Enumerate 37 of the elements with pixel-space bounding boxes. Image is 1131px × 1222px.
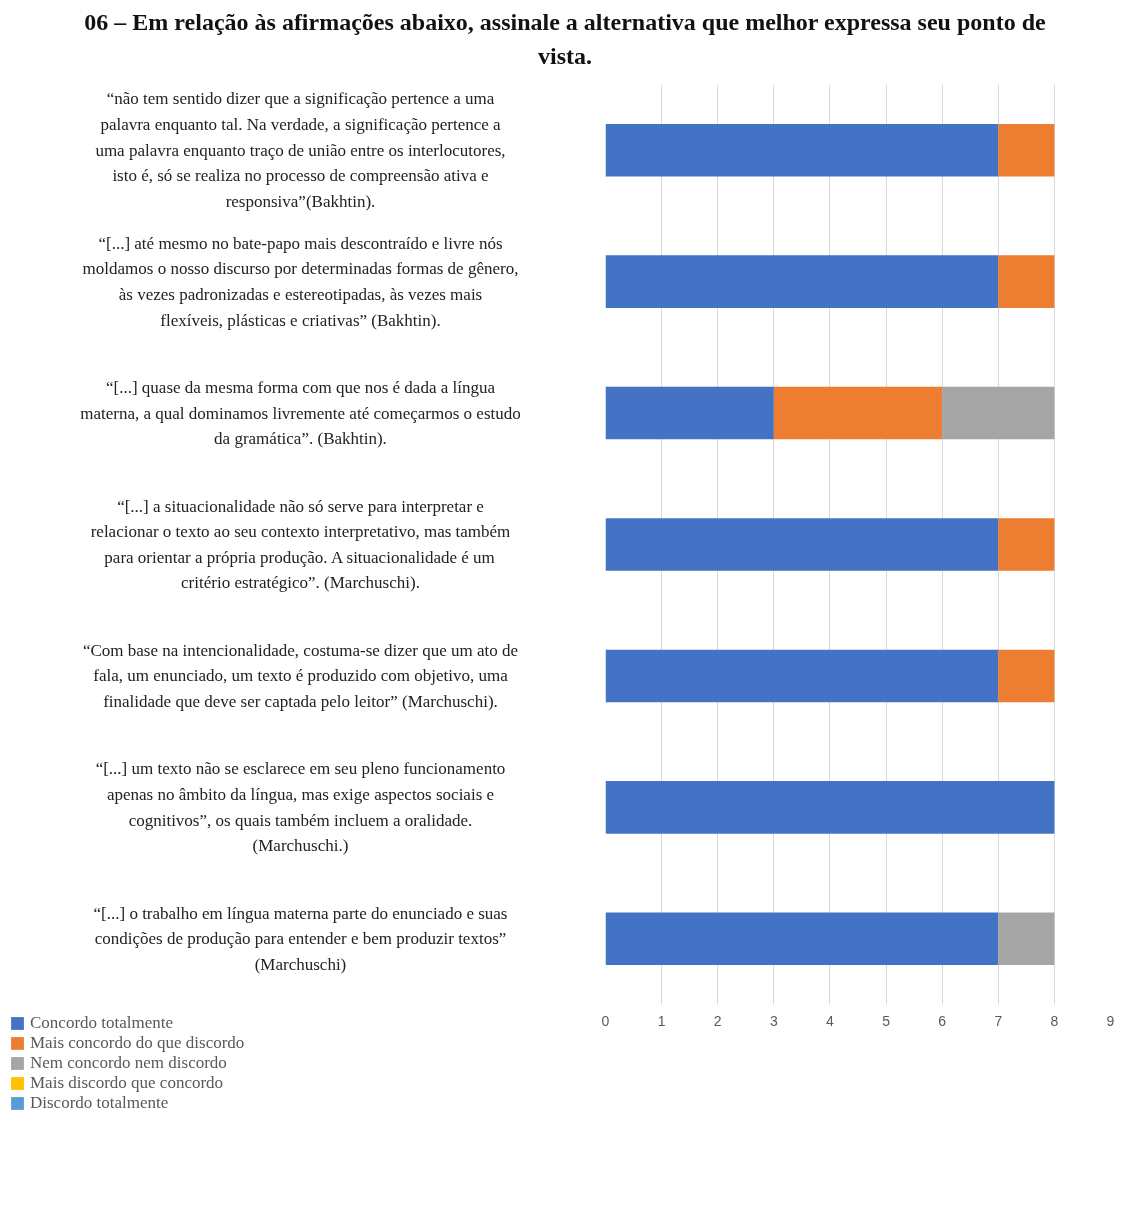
bar	[605, 123, 999, 177]
x-tick-label: 5	[882, 1012, 891, 1029]
y-tick-label: “Com base na intencionalidade, costuma-se dizer que um ato de fala, um enunciado, um texto é produzido com objetivo, uma finalidade que deve ser captada pelo leitor” (Marchuschi).	[82, 640, 519, 711]
x-tick-label: 7	[994, 1012, 1003, 1029]
legend-label: Nem concordo nem discordo	[30, 1052, 227, 1073]
bar	[998, 517, 1055, 571]
bar	[998, 123, 1055, 177]
bar	[998, 649, 1055, 702]
y-tick-label: “[...] até mesmo no bate-papo mais descontraído e livre nós moldamos o nosso discurso por determinadas formas de gênero, às vezes padronizadas e estereotipadas, às vezes mais flexíveis, plásticas e criativas” (Bakhtin).	[82, 233, 519, 330]
y-tick-label: “não tem sentido dizer que a significação pertence a uma palavra enquanto tal. Na verdade, a significação pertence a uma palavra enquanto traço de união entre os interlocutores, isto é, só se realiza no processo de compreensão ativa e responsiva”(Bakhtin).	[95, 88, 506, 211]
x-tick-label: 4	[826, 1012, 835, 1029]
legend-label: Mais discordo que concordo	[30, 1072, 224, 1093]
bar	[605, 517, 999, 571]
bar	[942, 386, 1055, 439]
bar	[773, 386, 943, 439]
bar	[605, 386, 774, 439]
chart-title: 06 – Em relação às afirmações abaixo, assinale a alternativa que melhor expressa seu ponto de vista.	[83, 8, 1047, 72]
legend-label: Mais concordo do que discordo	[30, 1032, 245, 1053]
bar	[605, 780, 1055, 834]
x-tick-label: 2	[713, 1012, 722, 1029]
x-tick-label: 0	[601, 1012, 610, 1029]
bar	[998, 912, 1055, 965]
bar	[605, 912, 999, 965]
y-tick-label: “[...] quase da mesma forma com que nos é dada a língua materna, a qual dominamos livremente até começarmos o estudo da gramática”. (Bakhtin).	[80, 377, 521, 448]
x-tick-label: 6	[938, 1012, 947, 1029]
x-tick-label: 9	[1106, 1012, 1115, 1029]
y-tick-label: “[...] um texto não se esclarece em seu pleno funcionamento apenas no âmbito da língua, mas exige aspectos sociais e cognitivos”, os quais também incluem a oralidade. (Marchuschi.)	[95, 758, 506, 855]
x-tick-label: 3	[769, 1012, 778, 1029]
x-tick-label: 1	[657, 1012, 666, 1029]
legend-label: Concordo totalmente	[30, 1012, 174, 1033]
bar	[605, 254, 999, 308]
y-tick-label: “[...] o trabalho em língua materna parte do enunciado e suas condições de produção para entender e bem produzir textos” (Marchuschi)	[93, 903, 508, 974]
x-tick-label: 8	[1050, 1012, 1059, 1029]
y-tick-label: “[...] a situacionalidade não só serve para interpretar e relacionar o texto ao seu contexto interpretativo, mas também para orientar a própria produção. A situacionalidade é um critério estratégico”. (Marchuschi).	[90, 496, 511, 593]
bar	[998, 254, 1055, 308]
bar	[605, 649, 999, 702]
legend-label: Discordo totalmente	[30, 1092, 169, 1113]
